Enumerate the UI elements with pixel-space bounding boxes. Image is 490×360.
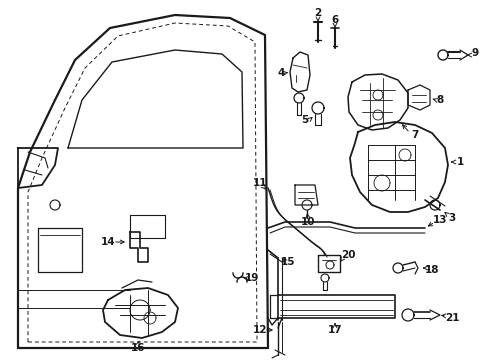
Text: 8: 8 <box>437 95 443 105</box>
Text: 16: 16 <box>131 343 145 353</box>
Text: 20: 20 <box>341 250 355 260</box>
Text: 21: 21 <box>445 313 459 323</box>
Text: 17: 17 <box>328 325 343 335</box>
Text: 3: 3 <box>448 213 456 223</box>
Text: 14: 14 <box>100 237 115 247</box>
Text: 10: 10 <box>301 217 315 227</box>
Text: 4: 4 <box>277 68 285 78</box>
Text: 12: 12 <box>253 325 267 335</box>
Text: 5: 5 <box>301 115 309 125</box>
Text: 11: 11 <box>253 178 267 188</box>
Text: 7: 7 <box>411 130 418 140</box>
Text: 9: 9 <box>471 48 479 58</box>
Text: 18: 18 <box>425 265 439 275</box>
Text: 2: 2 <box>315 8 321 18</box>
Text: 19: 19 <box>245 273 259 283</box>
Text: 15: 15 <box>281 257 295 267</box>
Text: 6: 6 <box>331 15 339 25</box>
Text: 1: 1 <box>456 157 464 167</box>
Text: 13: 13 <box>433 215 447 225</box>
